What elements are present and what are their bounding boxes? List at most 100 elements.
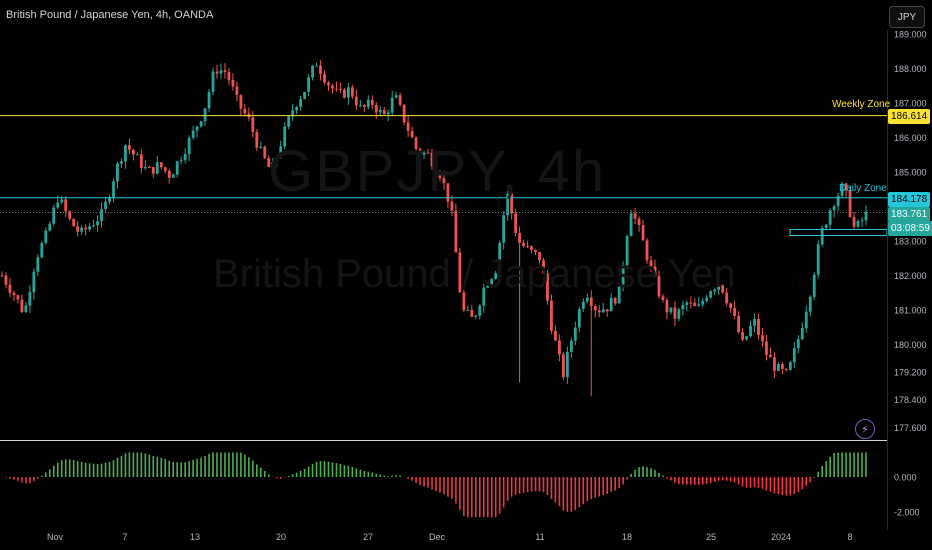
currency-button[interactable]: JPY	[889, 6, 925, 28]
candle-body	[454, 210, 458, 253]
candle-body	[601, 309, 605, 313]
candle-body	[777, 364, 780, 371]
price-tick-label: 186.000	[894, 133, 927, 143]
candle-body	[653, 266, 657, 276]
candle-body	[796, 339, 800, 349]
candle-body	[386, 112, 390, 115]
price-tick-label: 182.000	[894, 271, 927, 281]
candle-body	[243, 108, 247, 114]
candle-body	[299, 98, 303, 108]
candle-body	[462, 292, 466, 311]
candle-body	[522, 242, 525, 247]
candle-body	[36, 257, 40, 272]
candle-body	[52, 207, 56, 224]
candle-body	[761, 335, 764, 342]
candle-body	[311, 65, 314, 78]
candle-body	[510, 193, 514, 214]
candle-body	[235, 86, 239, 96]
candle-body	[143, 166, 147, 169]
candle-body	[733, 308, 737, 316]
candle-body	[474, 315, 478, 317]
candle-body	[219, 70, 223, 74]
time-tick-label: 13	[190, 532, 200, 542]
candle-body	[550, 300, 553, 331]
candle-body	[681, 305, 685, 310]
candle-body	[609, 298, 613, 312]
candle-body	[402, 104, 406, 123]
candle-body	[486, 285, 490, 288]
candle-body	[562, 354, 565, 378]
candle-body	[124, 145, 127, 162]
candle-body	[44, 230, 48, 243]
candle-body	[227, 72, 231, 80]
candle-body	[633, 213, 637, 219]
candle-body	[167, 170, 171, 178]
candle-body	[597, 310, 601, 313]
candle-body	[283, 126, 287, 147]
candle-body	[307, 77, 310, 92]
countdown-tag: 03:08:59	[888, 221, 932, 236]
candle-body	[860, 220, 864, 222]
candle-body	[339, 88, 342, 90]
candle-body	[323, 74, 326, 83]
price-tick-label: 181.000	[894, 306, 927, 316]
candle-body	[267, 157, 271, 167]
candle-body	[128, 145, 131, 150]
candle-body	[800, 328, 804, 340]
candle-body	[100, 209, 103, 222]
candle-body	[203, 108, 207, 122]
candle-body	[844, 183, 848, 191]
lightning-icon[interactable]: ⚡	[855, 419, 875, 439]
candle-body	[828, 210, 832, 225]
candle-body	[32, 271, 36, 293]
candle-body	[263, 146, 267, 158]
candle-body	[812, 274, 816, 297]
candle-body	[112, 181, 115, 198]
candle-body	[769, 354, 772, 358]
candle-body	[287, 116, 291, 127]
candle-body	[864, 211, 868, 221]
candle-body	[171, 174, 175, 178]
time-tick-label: 8	[847, 532, 852, 542]
candle-body	[514, 213, 518, 234]
candle-body	[502, 215, 506, 243]
candle-body	[554, 330, 557, 341]
candle-body	[80, 227, 84, 232]
time-tick-label: 27	[363, 532, 373, 542]
candle-body	[378, 109, 382, 113]
candle-body	[581, 301, 585, 310]
candle-body	[757, 318, 760, 336]
candle-body	[657, 275, 661, 297]
candle-body	[669, 307, 673, 313]
price-tick-label: 185.000	[894, 168, 927, 178]
candle-body	[48, 223, 52, 231]
candle-body	[350, 87, 354, 97]
candle-body	[343, 89, 346, 98]
candle-body	[231, 79, 235, 87]
candle-body	[613, 298, 617, 304]
weekly-zone-label: Weekly Zone	[832, 99, 891, 110]
candle-body	[705, 297, 709, 302]
candle-body	[792, 348, 796, 363]
candle-body	[434, 166, 438, 173]
candle-body	[430, 152, 434, 167]
candle-body	[8, 284, 12, 293]
daily-price-tag: 184.178	[888, 192, 931, 207]
candle-body	[151, 167, 155, 174]
candle-body	[717, 285, 721, 290]
candle-body	[56, 202, 60, 208]
candle-body	[398, 95, 402, 105]
candle-body	[135, 154, 139, 156]
candle-body	[104, 201, 107, 210]
daily-zone-box	[789, 229, 888, 236]
candle-body	[585, 297, 589, 302]
candle-body	[593, 305, 597, 311]
candle-body	[108, 197, 111, 202]
time-tick-label: 25	[706, 532, 716, 542]
candle-body	[450, 201, 454, 211]
price-tick-label: 183.000	[894, 237, 927, 247]
price-tick-label: 188.000	[894, 64, 927, 74]
candle-body	[331, 85, 334, 89]
candles-layer	[0, 60, 868, 397]
